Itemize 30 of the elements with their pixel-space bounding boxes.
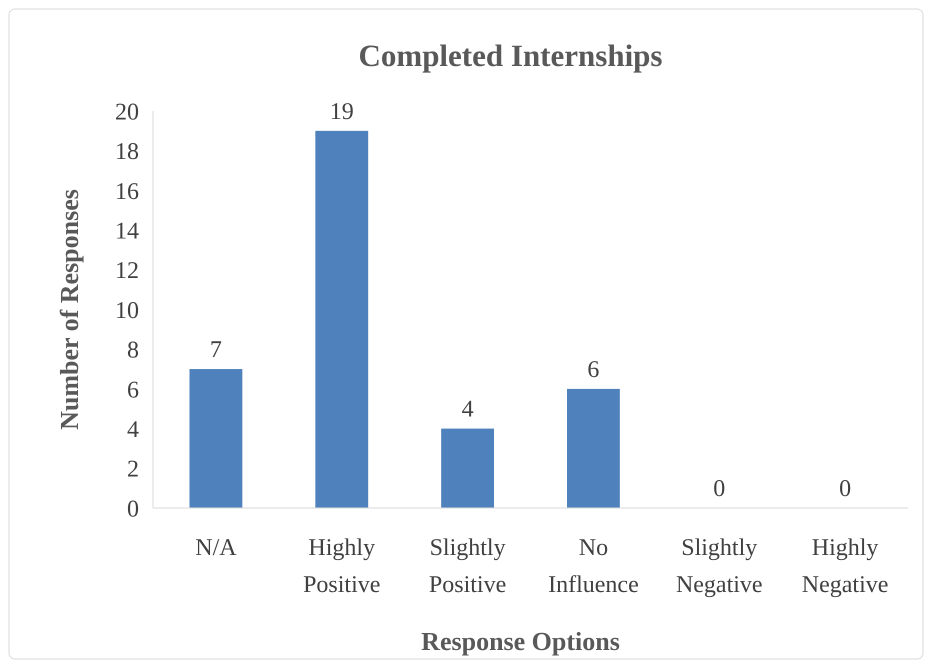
x-tick-label: Slightly Positive bbox=[428, 535, 506, 598]
y-tick-label: 8 bbox=[127, 338, 139, 364]
y-tick-label: 16 bbox=[115, 178, 139, 205]
y-tick-label: 2 bbox=[127, 456, 139, 483]
y-tick-label: 14 bbox=[115, 218, 139, 244]
y-tick-label: 4 bbox=[127, 417, 139, 443]
bar bbox=[566, 388, 620, 508]
y-tick-label: 18 bbox=[115, 139, 139, 166]
chart-title: Completed Internships bbox=[358, 38, 663, 73]
data-label: 6 bbox=[587, 356, 600, 383]
data-label: 0 bbox=[839, 476, 852, 502]
data-label: 4 bbox=[462, 396, 474, 423]
bar bbox=[441, 428, 494, 508]
x-axis-title: Response Options bbox=[421, 627, 620, 656]
data-label: 0 bbox=[713, 476, 726, 502]
y-tick-label: 6 bbox=[127, 377, 139, 404]
y-tick-label: 12 bbox=[115, 258, 139, 284]
y-tick-label: 20 bbox=[115, 99, 139, 126]
x-tick-label: N/A bbox=[195, 535, 238, 561]
y-tick-label: 10 bbox=[115, 298, 139, 324]
x-tick-label: Highly Negative bbox=[802, 535, 888, 598]
y-tick-label: 0 bbox=[127, 496, 139, 522]
y-axis-title: Number of Responses bbox=[55, 189, 84, 430]
data-label: 7 bbox=[210, 337, 222, 364]
x-tick-label: Slightly Negative bbox=[676, 535, 763, 598]
bar bbox=[315, 130, 368, 508]
x-tick-label: Highly Positive bbox=[303, 535, 380, 598]
bar bbox=[189, 369, 242, 508]
data-label: 19 bbox=[330, 98, 354, 125]
x-tick-label: No Influence bbox=[548, 535, 639, 598]
